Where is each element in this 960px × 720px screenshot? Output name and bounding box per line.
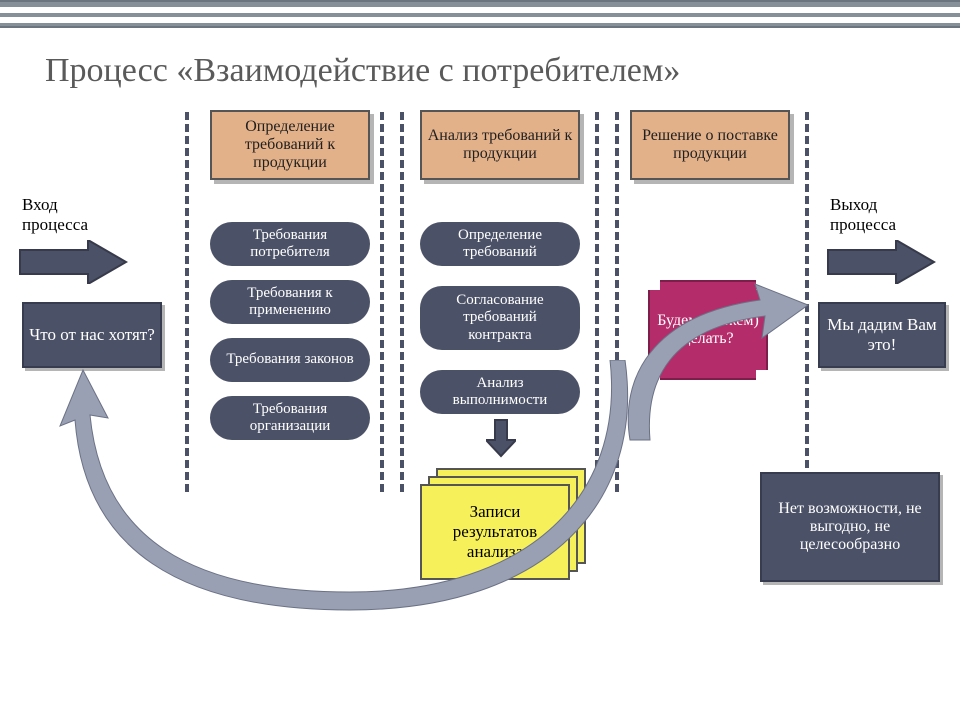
input-question-text: Что от нас хотят? (29, 325, 155, 345)
output-label: Выход процесса (830, 195, 930, 235)
pill-c1-1: Требования потребителя (210, 222, 370, 266)
page-title: Процесс «Взаимодействие с потребителем» (45, 52, 680, 90)
header-box-3: Решение о поставке продукции (630, 110, 790, 180)
rejection-text: Нет возможности, не выгодно, не целесооб… (770, 500, 930, 554)
header-box-1: Определение требований к продукции (210, 110, 370, 180)
header-box-3-label: Решение о поставке продукции (630, 110, 790, 180)
output-answer-box: Мы дадим Вам это! (818, 302, 946, 368)
header-box-1-label: Определение требований к продукции (210, 110, 370, 180)
output-arrow-icon (826, 240, 936, 284)
input-question-box: Что от нас хотят? (22, 302, 162, 368)
pill-c1-2: Требования к применению (210, 280, 370, 324)
rejection-box: Нет возможности, не выгодно, не целесооб… (760, 472, 940, 582)
return-arrow-left-icon (30, 360, 670, 660)
pill-c2-2: Согласование требований контракта (420, 286, 580, 350)
input-arrow-icon (18, 240, 128, 284)
forward-arrow-right-icon (600, 260, 820, 480)
input-label: Вход процесса (22, 195, 122, 235)
pill-c2-1: Определение требований (420, 222, 580, 266)
output-answer-text: Мы дадим Вам это! (820, 315, 944, 355)
top-ribbon (0, 0, 960, 28)
header-box-2-label: Анализ требований к продукции (420, 110, 580, 180)
header-box-2: Анализ требований к продукции (420, 110, 580, 180)
